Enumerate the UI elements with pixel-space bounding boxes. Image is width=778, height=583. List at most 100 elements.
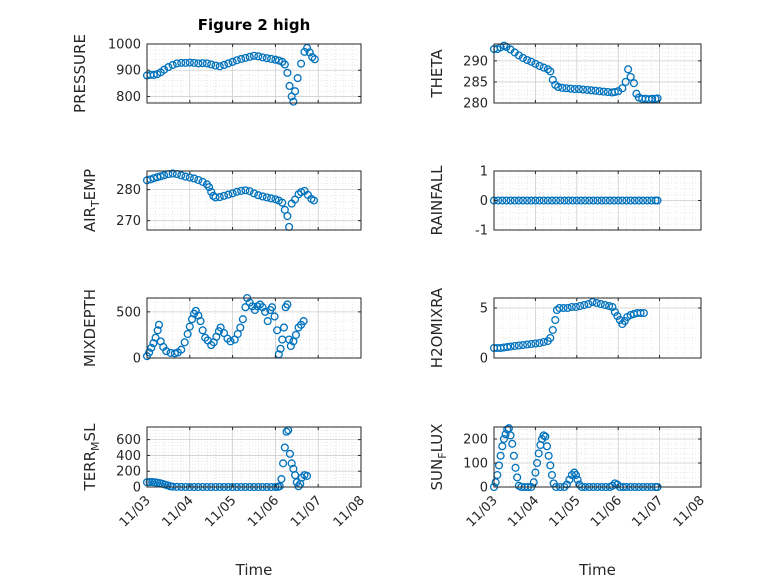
y-axis-label: TERRMSL <box>81 423 102 492</box>
data-point <box>605 301 614 311</box>
data-point <box>560 196 569 205</box>
data-point <box>263 317 272 326</box>
data-point <box>552 196 561 205</box>
subplot-pressure: 800 900 1000 PRESSURE Figure 2 high <box>71 16 362 113</box>
data-point <box>273 326 282 335</box>
data-point <box>297 59 306 68</box>
data-point <box>147 343 156 352</box>
y-tick-label: 200 <box>116 465 141 480</box>
y-axis-label-main: AIR <box>81 207 99 232</box>
y-tick-label: 5 <box>480 302 488 317</box>
data-point <box>583 85 592 94</box>
data-point <box>237 54 246 63</box>
data-point <box>531 468 540 477</box>
axes-box <box>493 297 702 359</box>
data-point <box>277 475 286 484</box>
data-point <box>613 311 622 321</box>
y-axis-label-main: MIXDEPTH <box>81 289 99 367</box>
data-point <box>567 470 576 480</box>
data-point <box>145 348 154 357</box>
data-point <box>262 54 271 63</box>
data-point <box>506 196 515 205</box>
data-point <box>168 169 177 178</box>
subplot-theta: 280 285 290 THETA <box>428 41 702 112</box>
data-point <box>558 83 567 92</box>
data-point <box>211 61 220 70</box>
y-tick-label: -1 <box>475 224 488 239</box>
data-point <box>514 341 523 350</box>
data-point <box>562 84 571 93</box>
data-point <box>593 196 602 205</box>
data-point <box>228 189 237 198</box>
data-point <box>254 191 263 200</box>
data-point <box>605 196 614 205</box>
data-point <box>514 51 523 60</box>
data-point <box>600 300 610 310</box>
data-point <box>514 196 523 205</box>
data-point <box>502 196 511 205</box>
y-axis-label: AIRTEMP <box>81 169 102 232</box>
minor-grid <box>494 43 701 104</box>
data-point <box>185 173 194 182</box>
y-axis-label: H2OMIXRA <box>428 287 446 368</box>
data-point <box>596 299 605 309</box>
data-point <box>215 193 224 202</box>
y-tick-label: 100 <box>463 457 488 472</box>
data-point <box>226 337 235 346</box>
data-point <box>624 65 633 74</box>
data-point <box>546 67 555 76</box>
y-tick-label: 0 <box>133 352 141 367</box>
data-point <box>181 58 190 67</box>
data-point <box>503 425 512 434</box>
data-point <box>513 473 522 482</box>
y-axis-label-subscript: F <box>436 452 449 458</box>
data-point <box>293 74 302 83</box>
data-point <box>535 338 544 348</box>
data-point <box>648 94 657 103</box>
data-point <box>258 192 267 201</box>
axes-box <box>146 297 362 359</box>
data-series <box>489 41 662 104</box>
data-point <box>219 60 229 70</box>
y-axis-label-subscript: M <box>89 441 102 451</box>
data-point <box>566 84 575 93</box>
data-point <box>511 463 520 472</box>
data-point <box>562 480 571 489</box>
data-point <box>270 312 279 321</box>
y-axis-label-main: PRESSURE <box>71 34 89 113</box>
y-axis-label: RAINFALL <box>428 165 446 236</box>
data-point <box>501 430 510 439</box>
data-point <box>241 186 250 195</box>
data-point <box>278 57 287 66</box>
data-point <box>547 196 557 205</box>
y-tick-label: 200 <box>463 433 488 448</box>
data-point <box>261 307 270 316</box>
data-series <box>489 196 662 205</box>
data-point <box>283 68 292 77</box>
data-point <box>183 329 192 339</box>
data-point <box>267 194 276 203</box>
data-point <box>498 442 507 451</box>
data-point <box>215 62 224 71</box>
data-point <box>570 85 579 94</box>
data-point <box>258 303 267 312</box>
data-point <box>564 196 573 205</box>
y-tick-label: 280 <box>463 97 488 112</box>
plot-area <box>147 44 361 103</box>
data-point <box>527 57 536 66</box>
data-point <box>249 189 259 198</box>
subplot-mixdepth: 0 500 MIXDEPTH <box>81 289 362 367</box>
data-point <box>276 344 285 353</box>
data-point <box>506 431 515 440</box>
data-point <box>622 196 631 205</box>
data-point <box>518 340 528 350</box>
y-tick-label: 800 <box>116 90 141 105</box>
data-point <box>498 196 507 205</box>
y-tick-label: 0 <box>480 352 488 367</box>
data-point <box>238 315 247 324</box>
data-point <box>581 196 590 205</box>
data-point <box>160 65 169 74</box>
data-point <box>509 451 518 460</box>
y-tick-label: 280 <box>116 183 141 198</box>
data-point <box>615 315 624 325</box>
